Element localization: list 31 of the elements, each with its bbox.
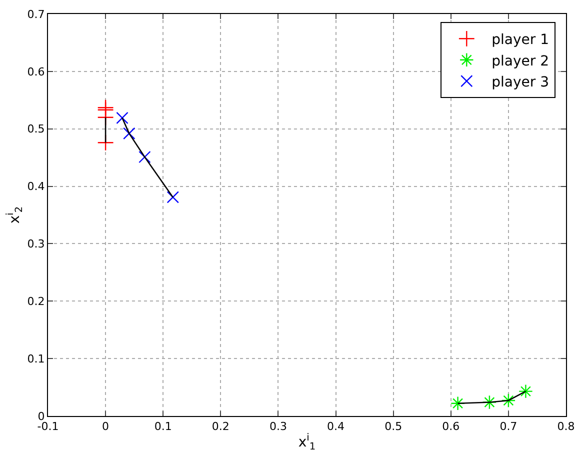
legend-label: player 3	[492, 74, 550, 90]
x-tick-label: 0.7	[500, 420, 518, 434]
y-tick-label: 0.6	[27, 65, 45, 78]
point	[123, 127, 136, 140]
x-tick-label: 0	[102, 420, 110, 434]
y-tick-label: 0.3	[27, 238, 45, 251]
point	[501, 393, 516, 408]
y-tick-label: 0.4	[27, 180, 45, 194]
point	[518, 384, 533, 399]
y-tick-label: 0	[38, 410, 45, 423]
x-tick-label: 0.8	[557, 420, 575, 434]
line-series	[122, 117, 174, 198]
point	[166, 191, 179, 204]
x-tick-label: 0.2	[212, 420, 230, 434]
y-tick-label: 0.7	[27, 8, 45, 21]
y-tick-label: 0.2	[27, 294, 45, 308]
x-tick-label: 0.5	[384, 420, 402, 434]
y-tick-label: 0.5	[27, 122, 45, 136]
point	[482, 395, 497, 410]
x-tick-label: 0.4	[327, 420, 345, 434]
y-tick-label: 0.1	[27, 352, 45, 366]
point	[116, 112, 128, 124]
legend-label: player 2	[492, 53, 550, 70]
line-series	[457, 390, 526, 404]
x-tick-label: 0.6	[442, 420, 460, 434]
x-tick-label: -0.1	[37, 420, 59, 434]
point	[450, 396, 465, 411]
x-tick-label: 0.1	[154, 420, 172, 434]
point	[138, 150, 151, 164]
legend-label: player 1	[492, 32, 550, 48]
x-tick-label: 0.3	[269, 420, 287, 434]
